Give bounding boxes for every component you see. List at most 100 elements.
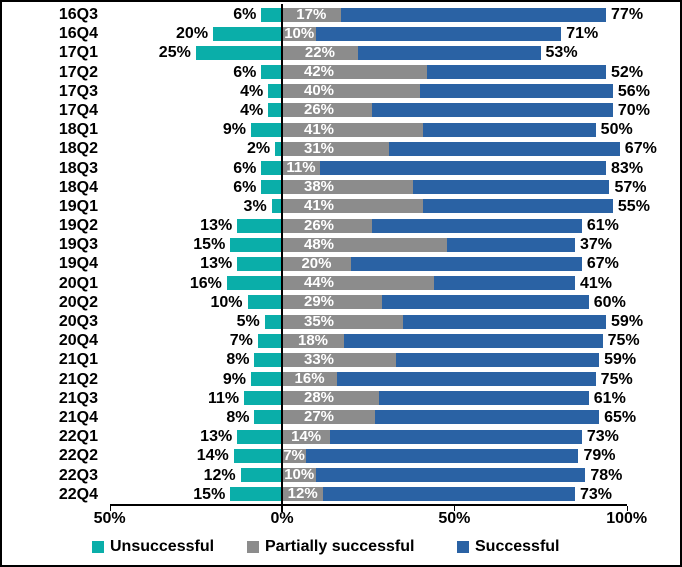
- partial-value-label: 38%: [304, 178, 335, 196]
- successful-value-label: 53%: [545, 44, 578, 62]
- bar-unsuccessful: [240, 468, 282, 483]
- bar-unsuccessful: [254, 352, 282, 367]
- bar-successful: [375, 410, 600, 425]
- bar-unsuccessful: [230, 237, 282, 252]
- partial-value-label: 48%: [304, 235, 335, 253]
- bar-partially-successful: 40%: [282, 82, 420, 100]
- partial-value-label: 40%: [304, 82, 335, 100]
- partial-value-label: 29%: [304, 293, 335, 311]
- bar-unsuccessful: [213, 26, 282, 41]
- partial-value-label: 20%: [301, 254, 332, 272]
- category-label: 22Q4: [58, 485, 98, 503]
- category-label: 21Q1: [58, 351, 98, 369]
- category-label: 17Q2: [58, 63, 98, 81]
- bar-unsuccessful: [261, 65, 282, 80]
- bar-partially-successful: 26%: [282, 101, 372, 119]
- successful-value-label: 37%: [579, 236, 613, 254]
- bar-successful: [402, 314, 606, 329]
- bar-partially-successful: 7%: [282, 448, 307, 463]
- bar-unsuccessful: [237, 429, 282, 444]
- bar-unsuccessful: [261, 161, 282, 176]
- bar-unsuccessful: [268, 84, 282, 99]
- bar-partially-successful: 48%: [282, 235, 448, 253]
- bar-successful: [371, 103, 613, 118]
- successful-value-label: 57%: [614, 178, 647, 196]
- partial-value-label: 35%: [304, 312, 335, 330]
- bar-partially-successful: 38%: [282, 178, 413, 196]
- bar-successful: [337, 372, 596, 387]
- bar-partially-successful: 41%: [282, 122, 424, 137]
- category-label: 17Q4: [58, 101, 98, 119]
- bar-unsuccessful: [268, 103, 282, 118]
- successful-value-label: 41%: [579, 274, 613, 292]
- bar-successful: [306, 448, 579, 463]
- unsuccessful-value-label: 6%: [233, 6, 257, 23]
- bar-unsuccessful: [271, 199, 282, 214]
- unsuccessful-value-label: 13%: [200, 217, 233, 235]
- bar-unsuccessful: [250, 372, 282, 387]
- bar-unsuccessful: [244, 391, 282, 406]
- bar-partially-successful: 10%: [282, 467, 317, 483]
- successful-value-label: 73%: [579, 485, 613, 503]
- bar-successful: [319, 161, 606, 176]
- x-axis-tick: [454, 506, 456, 511]
- successful-value-label: 50%: [600, 121, 633, 139]
- successful-value-label: 73%: [586, 428, 619, 446]
- unsuccessful-value-label: 7%: [229, 332, 253, 350]
- bar-successful: [357, 45, 541, 60]
- bar-partially-successful: 31%: [282, 141, 389, 156]
- unsuccessful-value-label: 6%: [233, 63, 257, 81]
- bar-partially-successful: 41%: [282, 197, 424, 215]
- bar-successful: [423, 199, 613, 214]
- unsuccessful-value-label: 20%: [176, 25, 209, 43]
- partial-value-label: 22%: [304, 43, 335, 61]
- partial-value-label: 26%: [304, 101, 335, 119]
- unsuccessful-value-label: 11%: [207, 389, 240, 407]
- unsuccessful-value-label: 14%: [196, 447, 229, 465]
- unsuccessful-value-label: 12%: [203, 466, 236, 484]
- category-label: 19Q2: [58, 217, 98, 235]
- bar-unsuccessful: [254, 410, 282, 425]
- category-label: 22Q3: [58, 466, 98, 484]
- zero-axis-line: [281, 4, 283, 512]
- unsuccessful-value-label: 13%: [200, 255, 233, 273]
- category-label: 22Q2: [58, 447, 98, 465]
- category-label: 16Q3: [58, 6, 98, 23]
- unsuccessful-value-label: 6%: [233, 178, 257, 196]
- bar-successful: [412, 180, 610, 195]
- bar-unsuccessful: [264, 314, 282, 329]
- partial-value-label: 41%: [304, 197, 335, 215]
- successful-value-label: 59%: [611, 313, 644, 331]
- category-label: 18Q1: [58, 121, 98, 139]
- bar-unsuccessful: [226, 276, 282, 291]
- unsuccessful-value-label: 16%: [189, 274, 222, 292]
- successful-value-label: 75%: [600, 370, 633, 388]
- unsuccessful-value-label: 10%: [210, 293, 243, 311]
- bar-successful: [419, 84, 613, 99]
- bar-successful: [350, 256, 582, 271]
- successful-value-label: 56%: [617, 82, 650, 100]
- bar-successful: [395, 352, 600, 367]
- category-label: 22Q1: [58, 428, 98, 446]
- bar-successful: [447, 237, 575, 252]
- category-label: 20Q2: [58, 293, 98, 311]
- x-axis-tick: [109, 506, 111, 511]
- successful-value-label: 83%: [611, 159, 644, 177]
- bar-partially-successful: 22%: [282, 43, 358, 61]
- bar-unsuccessful: [195, 45, 282, 60]
- bar-partially-successful: 17%: [282, 5, 341, 23]
- bar-partially-successful: 20%: [282, 254, 351, 272]
- bar-successful: [423, 122, 596, 137]
- category-label: 19Q3: [58, 236, 98, 254]
- successful-value-label: 60%: [593, 293, 626, 311]
- bar-successful: [344, 333, 603, 348]
- bar-successful: [381, 295, 589, 310]
- partial-value-label: 12%: [287, 485, 318, 503]
- bar-successful: [426, 65, 606, 80]
- partial-value-label: 17%: [296, 5, 327, 23]
- successful-value-label: 67%: [624, 140, 657, 158]
- unsuccessful-value-label: 2%: [246, 140, 271, 158]
- bar-partially-successful: 16%: [282, 371, 338, 387]
- unsuccessful-value-label: 6%: [233, 159, 257, 177]
